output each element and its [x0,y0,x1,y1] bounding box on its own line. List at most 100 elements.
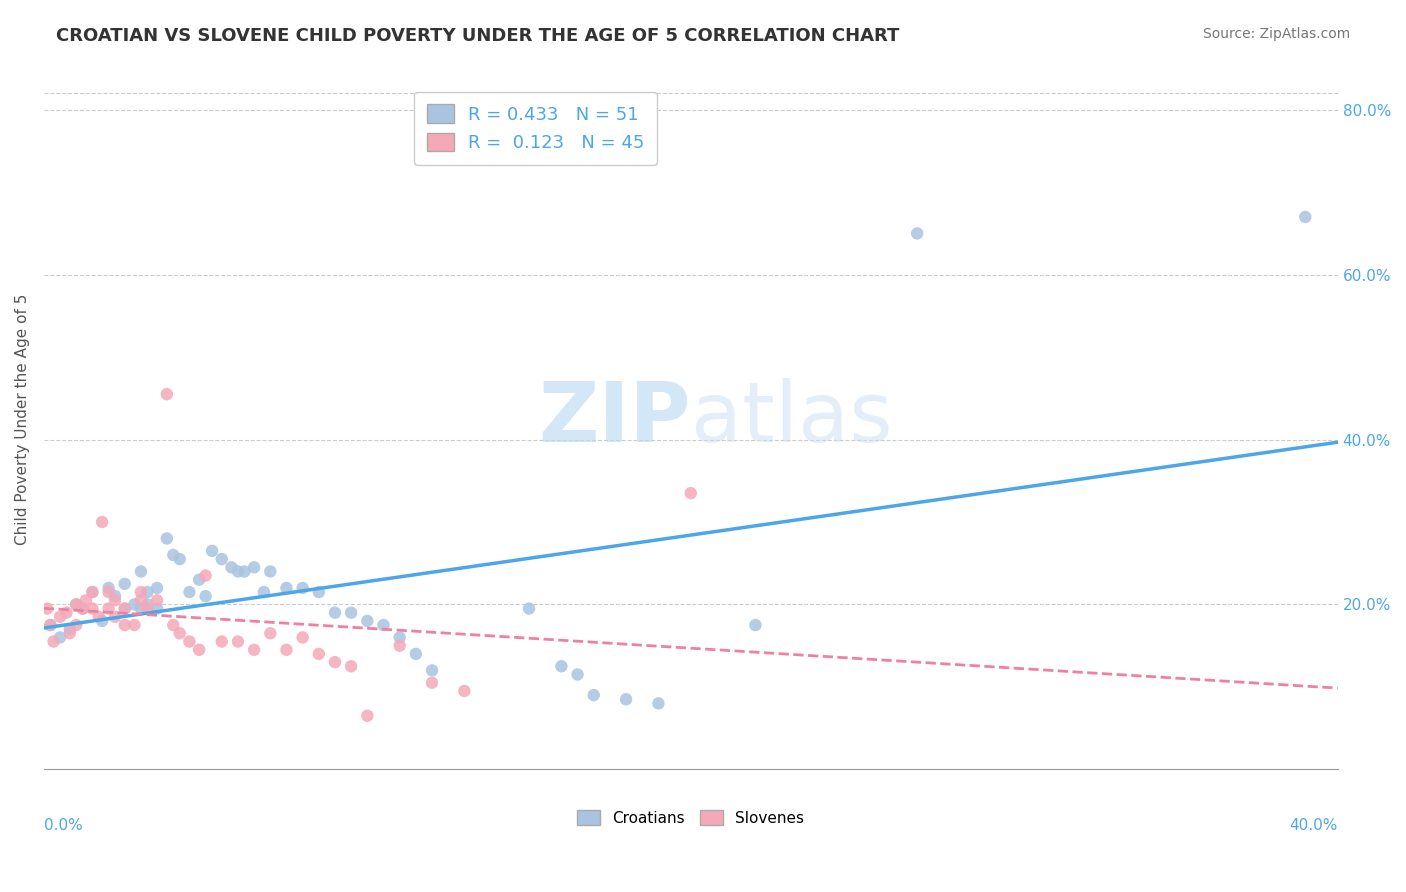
Point [97,585,120,599]
Point [647,697,669,711]
Point [567,667,589,681]
Point [550,659,572,673]
Point [87,609,110,624]
Point [82,601,104,615]
Point [243,642,266,657]
Point [253,585,276,599]
Point [97,601,120,615]
Point [129,601,152,615]
Point [104,609,127,624]
Point [221,560,243,574]
Point [405,647,427,661]
Point [194,568,217,582]
Point [744,618,766,632]
Point [194,589,217,603]
Point [679,486,702,500]
Y-axis label: Child Poverty Under the Age of 5: Child Poverty Under the Age of 5 [15,293,30,545]
Point [146,601,169,615]
Point [276,581,298,595]
Point [323,606,346,620]
Point [233,565,256,579]
Point [104,589,127,603]
Point [75,593,97,607]
Text: atlas: atlas [690,378,893,459]
Point [91,614,114,628]
Point [323,655,346,669]
Point [39,618,62,632]
Point [340,606,363,620]
Point [146,593,169,607]
Point [55,606,77,620]
Point [356,614,378,628]
Point [114,601,136,615]
Point [91,515,114,529]
Point [169,626,191,640]
Point [97,581,120,595]
Point [259,565,281,579]
Point [614,692,637,706]
Point [129,565,152,579]
Point [420,675,443,690]
Point [291,631,314,645]
Point [388,639,411,653]
Legend: Croatians, Slovenes: Croatians, Slovenes [571,804,810,831]
Point [169,552,191,566]
Point [37,601,59,615]
Point [129,593,152,607]
Point [124,598,146,612]
Point [388,631,411,645]
Point [104,593,127,607]
Point [65,598,87,612]
Point [136,585,159,599]
Point [146,581,169,595]
Point [243,560,266,574]
Point [179,585,201,599]
Point [136,601,159,615]
Point [129,585,152,599]
Point [340,659,363,673]
Text: 0.0%: 0.0% [44,818,83,833]
Point [65,598,87,612]
Point [59,626,82,640]
Point [1294,210,1316,224]
Text: ZIP: ZIP [538,378,690,459]
Point [82,585,104,599]
Point [65,618,87,632]
Point [114,618,136,632]
Point [124,618,146,632]
Point [308,647,330,661]
Point [72,601,94,615]
Point [162,618,184,632]
Text: Source: ZipAtlas.com: Source: ZipAtlas.com [1202,27,1350,41]
Point [179,634,201,648]
Point [201,544,224,558]
Point [259,626,281,640]
Point [49,631,72,645]
Point [49,609,72,624]
Point [291,581,314,595]
Point [582,688,605,702]
Point [39,618,62,632]
Point [136,598,159,612]
Point [156,532,179,546]
Point [276,642,298,657]
Point [211,552,233,566]
Point [114,601,136,615]
Point [162,548,184,562]
Point [82,585,104,599]
Point [188,573,211,587]
Point [211,634,233,648]
Point [226,565,249,579]
Point [356,708,378,723]
Point [517,601,540,615]
Point [453,684,475,698]
Point [59,622,82,636]
Point [72,601,94,615]
Point [905,227,928,241]
Point [373,618,395,632]
Point [226,634,249,648]
Text: CROATIAN VS SLOVENE CHILD POVERTY UNDER THE AGE OF 5 CORRELATION CHART: CROATIAN VS SLOVENE CHILD POVERTY UNDER … [56,27,900,45]
Point [114,577,136,591]
Point [42,634,65,648]
Text: 40.0%: 40.0% [1289,818,1337,833]
